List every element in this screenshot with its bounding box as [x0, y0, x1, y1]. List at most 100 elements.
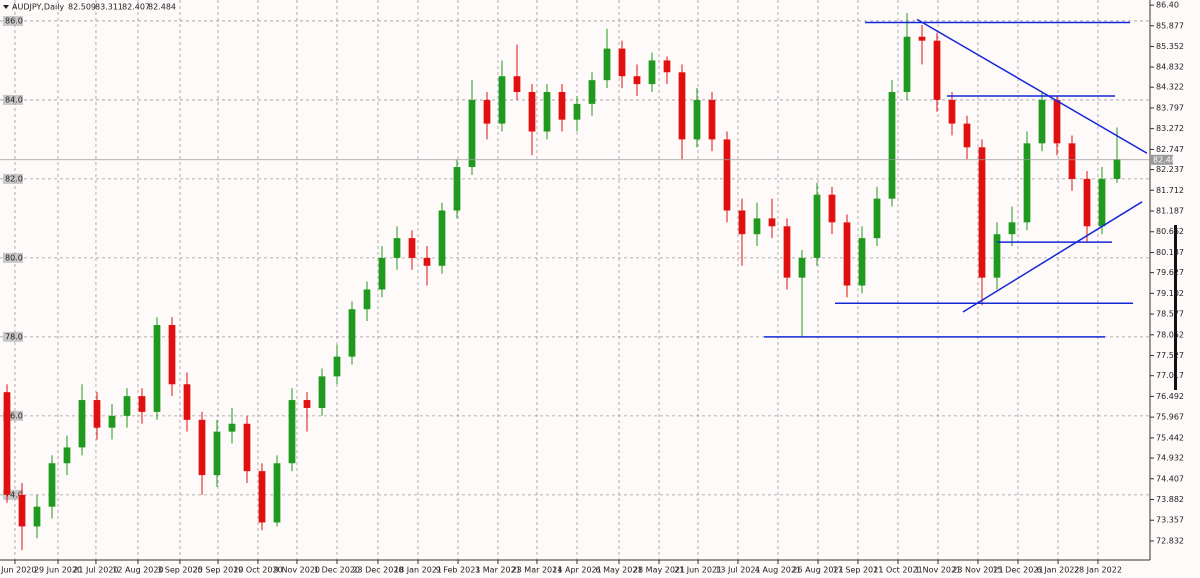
level-label: 76.0	[5, 411, 23, 420]
ohlc-close: 82.484	[148, 3, 176, 12]
y-tick-label: 85.877	[1156, 21, 1184, 30]
y-tick-label: 79.102	[1156, 289, 1184, 298]
level-label: 74.0	[5, 490, 23, 499]
candle-body	[693, 99, 701, 140]
ohlc-low: 82.407	[122, 3, 150, 12]
candle-body	[1038, 99, 1046, 144]
candle-body	[1008, 222, 1016, 235]
level-label: 78.0	[5, 332, 23, 341]
candle-body	[153, 325, 161, 412]
y-tick-label: 79.627	[1156, 268, 1184, 277]
x-tick-label: 21 Jul 2020	[73, 566, 118, 575]
candle-body	[843, 222, 851, 286]
x-tick-label: 15 Dec 2021	[992, 566, 1043, 575]
y-tick-label: 74.407	[1156, 474, 1184, 483]
candle-body	[1068, 143, 1076, 179]
y-tick-label: 74.932	[1156, 454, 1184, 463]
y-tick-label: 73.357	[1156, 516, 1184, 525]
candle-body	[903, 36, 911, 93]
level-label: 84.0	[5, 95, 23, 104]
candle-body	[603, 48, 611, 81]
y-tick-label: 80.662	[1156, 227, 1184, 236]
candle-body	[138, 396, 146, 412]
candle-body	[888, 92, 896, 199]
candle-body	[948, 99, 956, 124]
x-tick-label: 23 Nov 2021	[952, 566, 1003, 575]
candle-body	[123, 396, 131, 416]
candle-body	[393, 238, 401, 258]
ohlc-open: 82.509	[68, 3, 96, 12]
scroll-marker	[1174, 225, 1177, 390]
y-tick-label: 84.832	[1156, 63, 1184, 72]
level-label-box	[3, 173, 23, 184]
candle-body	[558, 92, 566, 120]
candle-body	[573, 103, 581, 120]
candle-body	[1113, 159, 1121, 179]
x-tick-label: 6 Jan 2022	[1037, 566, 1080, 575]
header: AUDJPY,Daily 82.509 83.311 82.407 82.484	[3, 3, 176, 12]
level-label-box	[3, 252, 23, 263]
candle-body	[1053, 99, 1061, 144]
candle-body	[528, 92, 536, 132]
candle-body	[363, 289, 371, 310]
candle-body	[273, 463, 281, 523]
candle-body	[648, 60, 656, 85]
candle-body	[78, 400, 86, 448]
plot	[3, 13, 1148, 551]
candle-body	[243, 423, 251, 472]
candle-body	[993, 234, 1001, 278]
candle-body	[303, 400, 311, 408]
x-tick-label: 3 Mar 2021	[475, 566, 521, 575]
level-label: 86.0	[5, 16, 23, 25]
x-tick-label: 5 Jun 2020	[0, 566, 36, 575]
x-tick-label: 3 Sep 2020	[157, 566, 203, 575]
menu-arrow[interactable]	[3, 5, 9, 9]
candle-body	[723, 139, 731, 211]
candle-body	[483, 99, 491, 124]
level-label-box	[3, 331, 23, 342]
candle-body	[18, 494, 26, 527]
y-tick-label: 77.527	[1156, 351, 1184, 360]
candle-body	[858, 238, 866, 286]
x-tick-label: 4 Aug 2021	[755, 566, 801, 575]
candle-body	[783, 226, 791, 278]
price-label: 82.484	[1153, 155, 1181, 164]
y-tick-label: 85.352	[1156, 42, 1184, 51]
level-label-box	[3, 15, 23, 26]
candle-body	[423, 257, 431, 266]
x-tick-label: 6 May 2021	[595, 566, 642, 575]
y-tick-label: 86.40	[1156, 1, 1179, 10]
x-tick-label: 25 Sep 2020	[193, 566, 244, 575]
candle-body	[933, 40, 941, 100]
x-tick-label: 12 Aug 2020	[112, 566, 163, 575]
x-tick-label: 9 Feb 2021	[436, 566, 481, 575]
candle-body	[333, 356, 341, 377]
y-tick-label: 84.322	[1156, 83, 1184, 92]
candle-body	[828, 194, 836, 223]
candle-body	[513, 76, 521, 93]
y-tick-label: 82.237	[1156, 165, 1184, 174]
candle-body	[183, 384, 191, 420]
candle-body	[813, 194, 821, 258]
candle-body	[798, 257, 806, 278]
x-tick-label: 17 Sep 2021	[833, 566, 884, 575]
candle-body	[48, 463, 56, 507]
y-tick-label: 81.712	[1156, 186, 1184, 195]
candle-body	[63, 447, 71, 464]
x-tick-label: 11 Oct 2021	[873, 566, 922, 575]
candle-body	[1083, 178, 1091, 227]
candle-body	[543, 92, 551, 132]
y-tick-label: 80.137	[1156, 248, 1184, 257]
symbol: AUDJPY,Daily	[12, 3, 64, 12]
level-label-box	[3, 94, 23, 105]
candle-body	[378, 257, 386, 290]
price-label-box	[1151, 154, 1173, 165]
ohlc-high: 83.311	[95, 3, 123, 12]
candle-body	[498, 76, 506, 124]
y-tick-label: 75.442	[1156, 433, 1184, 442]
y-tick-label: 81.187	[1156, 207, 1184, 216]
x-tick-label: 13 Jul 2021	[715, 566, 760, 575]
x-tick-label: 9 Nov 2020	[274, 566, 320, 575]
candle-body	[168, 325, 176, 385]
